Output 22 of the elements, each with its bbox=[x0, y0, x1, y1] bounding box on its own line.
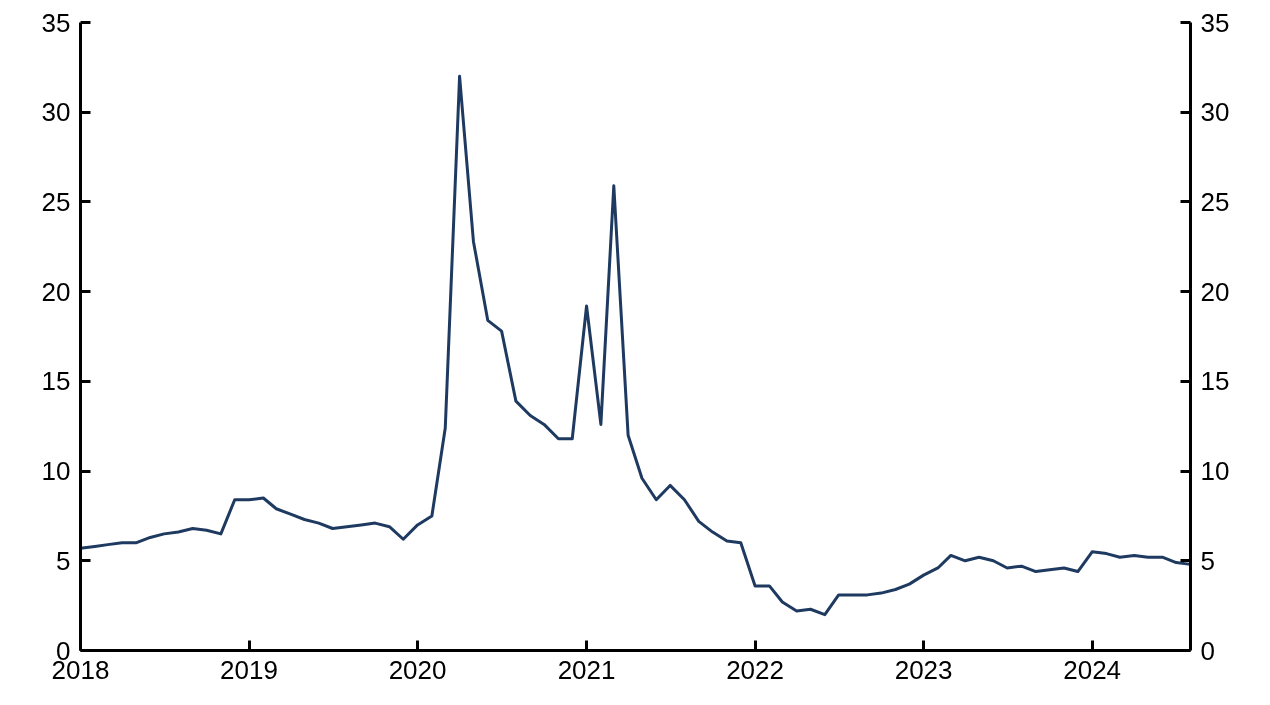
x-tick-label: 2020 bbox=[388, 654, 447, 685]
y2-tick-label: 35 bbox=[1200, 7, 1230, 38]
x-tick-label: 2019 bbox=[220, 654, 278, 685]
x-tick-label: 2021 bbox=[557, 654, 616, 685]
y2-tick-label: 0 bbox=[1200, 635, 1215, 666]
y-tick-label: 20 bbox=[41, 276, 71, 307]
y2-tick-label: 15 bbox=[1200, 366, 1230, 397]
y2-tick-label: 5 bbox=[1200, 545, 1215, 576]
x-tick-label: 2024 bbox=[1063, 654, 1122, 685]
y2-tick-label: 10 bbox=[1200, 456, 1230, 487]
y-tick-label: 5 bbox=[56, 545, 71, 576]
y2-tick-label: 20 bbox=[1200, 276, 1230, 307]
y-tick-label: 25 bbox=[41, 186, 71, 217]
x-tick-label: 2023 bbox=[894, 654, 953, 685]
y-tick-label: 30 bbox=[41, 97, 71, 128]
y2-tick-label: 25 bbox=[1200, 186, 1230, 217]
y-tick-label: 15 bbox=[41, 366, 71, 397]
y2-tick-label: 30 bbox=[1200, 97, 1230, 128]
y-tick-label: 35 bbox=[41, 7, 71, 38]
y-tick-label: 10 bbox=[41, 456, 71, 487]
x-tick-label: 2022 bbox=[726, 654, 785, 685]
line-series bbox=[80, 74, 1191, 617]
